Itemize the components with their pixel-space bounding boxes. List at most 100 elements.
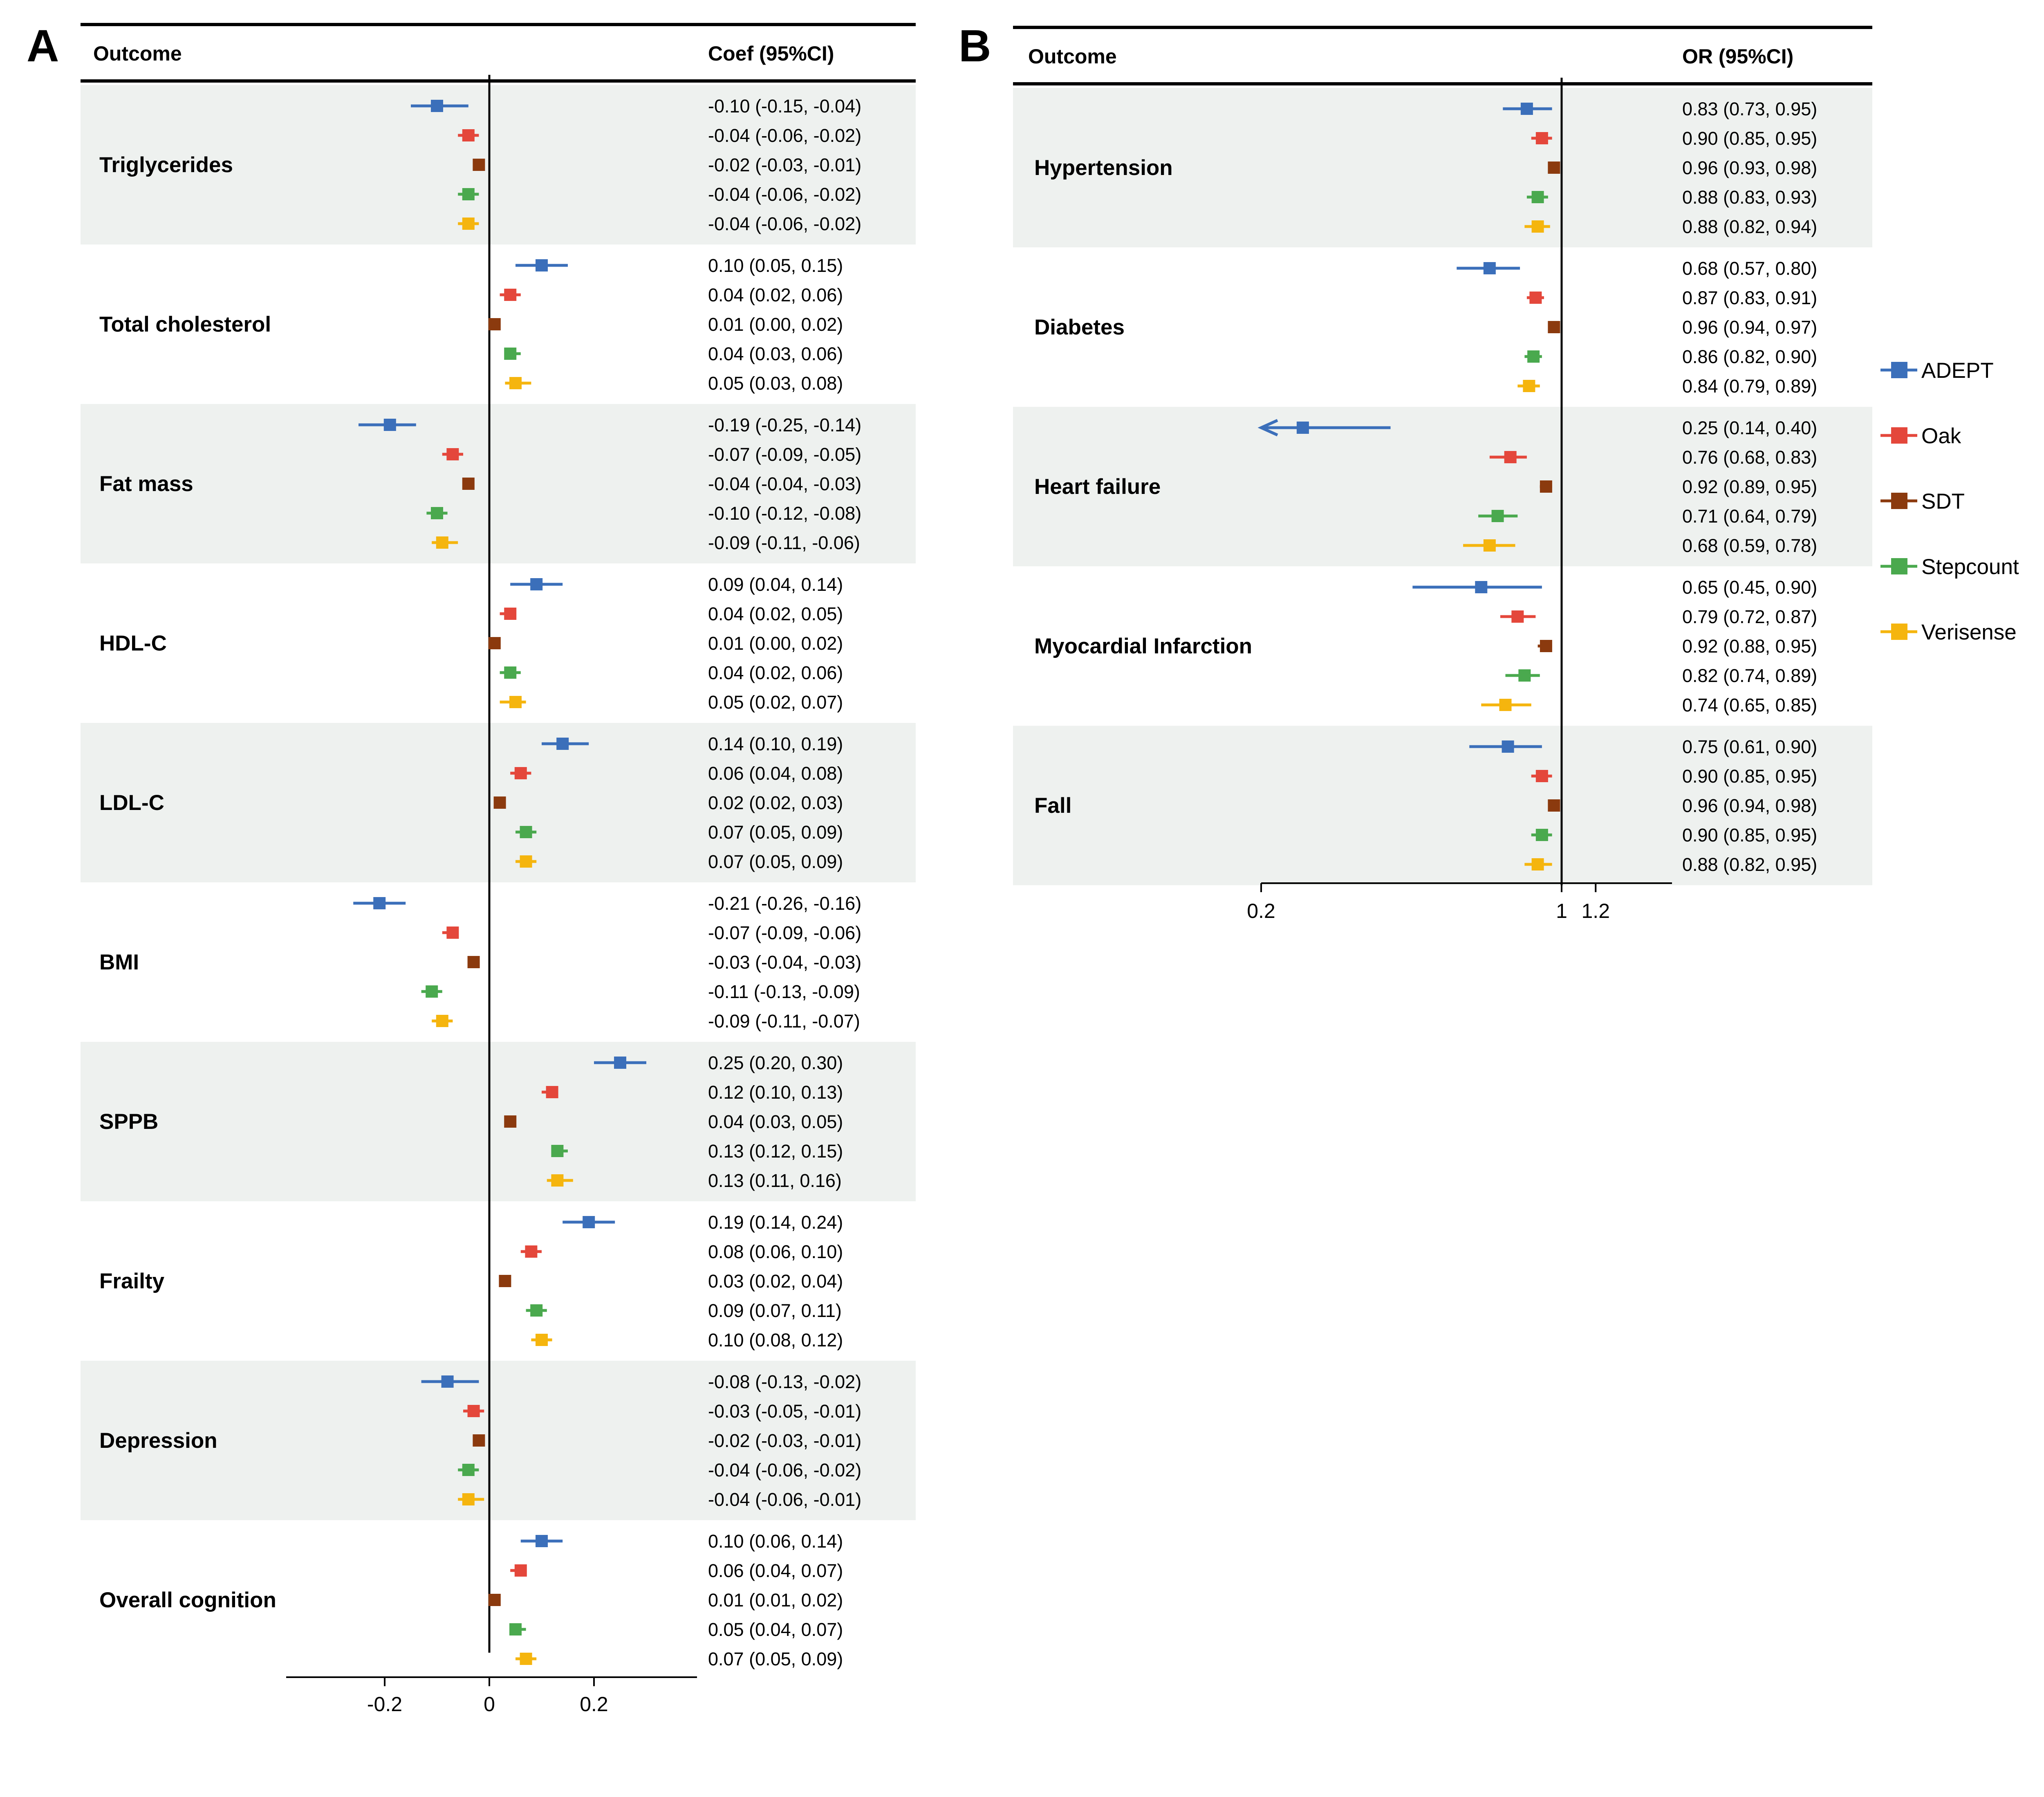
panel-a-point-estimate-sppb-oak (546, 1086, 558, 1098)
panel-a-ci-label-sppb-adept: 0.25 (0.20, 0.30) (708, 1052, 843, 1073)
panel-a-point-estimate-triglycerides-sdt (473, 159, 485, 171)
panel-b-ci-label-heart-failure-stepcount: 0.71 (0.64, 0.79) (1682, 506, 1817, 527)
panel-a-ci-label-depression-verisense: -0.04 (-0.06, -0.01) (708, 1489, 861, 1510)
panel-a-ci-label-bmi-verisense: -0.09 (-0.11, -0.07) (708, 1011, 860, 1032)
panel-b-point-estimate-myocardial-infarction-verisense (1499, 699, 1512, 711)
panel-b-point-estimate-myocardial-infarction-adept (1475, 581, 1488, 593)
panel-a-ci-label-triglycerides-sdt: -0.02 (-0.03, -0.01) (708, 155, 861, 175)
panel-b-ci-label-myocardial-infarction-oak: 0.79 (0.72, 0.87) (1682, 606, 1817, 627)
panel-a-ci-label-overall-cognition-oak: 0.06 (0.04, 0.07) (708, 1560, 843, 1581)
panel-a-point-estimate-frailty-sdt (499, 1275, 511, 1287)
panel-a-point-estimate-triglycerides-oak (462, 129, 475, 141)
panel-a-point-estimate-bmi-oak (446, 927, 459, 939)
panel-a-x-tick-label: 0.2 (580, 1693, 608, 1716)
panel-a-point-estimate-triglycerides-verisense (462, 218, 475, 230)
panel-a-ci-label-fat-mass-verisense: -0.09 (-0.11, -0.06) (708, 532, 860, 553)
legend-label-verisense: Verisense (1921, 620, 2017, 644)
band-layer (81, 85, 1872, 1520)
legend-label-sdt: SDT (1921, 489, 1965, 514)
panel-a-ci-label-sppb-oak: 0.12 (0.10, 0.13) (708, 1082, 843, 1103)
panel-b-outcome-label-myocardial-infarction: Myocardial Infarction (1034, 634, 1252, 658)
panel-b-point-estimate-fall-stepcount (1535, 829, 1548, 841)
panel-a-ci-label-fat-mass-oak: -0.07 (-0.09, -0.05) (708, 444, 861, 465)
panel-b-ci-label-diabetes-sdt: 0.96 (0.94, 0.97) (1682, 317, 1817, 338)
panel-a-point-estimate-ldl-c-sdt (493, 796, 506, 809)
panel-a-ci-label-frailty-adept: 0.19 (0.14, 0.24) (708, 1212, 843, 1233)
panel-b-x-tick-label: 1 (1556, 900, 1567, 922)
panel-b-point-estimate-hypertension-sdt (1548, 162, 1560, 174)
legend-label-oak: Oak (1921, 424, 1961, 448)
legend-item-oak: Oak (1880, 424, 1961, 448)
panel-a-ci-label-triglycerides-oak: -0.04 (-0.06, -0.02) (708, 125, 861, 146)
panel-a-point-estimate-hdl-c-stepcount (504, 666, 517, 679)
panel-a-point-estimate-overall-cognition-stepcount (509, 1623, 522, 1635)
panel-b-ci-label-myocardial-infarction-sdt: 0.92 (0.88, 0.95) (1682, 636, 1817, 657)
panel-a-outcome-label-ldl-c: LDL-C (99, 791, 164, 815)
panel-b-ci-label-diabetes-oak: 0.87 (0.83, 0.91) (1682, 287, 1817, 308)
panel-a-ci-label-triglycerides-adept: -0.10 (-0.15, -0.04) (708, 96, 861, 117)
panel-a-letter: A (27, 21, 59, 71)
panel-a-point-estimate-hdl-c-sdt (488, 637, 501, 649)
panel-a-ci-label-depression-adept: -0.08 (-0.13, -0.02) (708, 1371, 861, 1392)
panel-a-outcome-label-total-cholesterol: Total cholesterol (99, 312, 271, 337)
panel-b-ci-label-heart-failure-oak: 0.76 (0.68, 0.83) (1682, 447, 1817, 468)
panel-a-point-estimate-depression-sdt (473, 1434, 485, 1447)
panel-a-ci-label-hdl-c-stepcount: 0.04 (0.02, 0.06) (708, 662, 843, 683)
panel-a-outcome-label-hdl-c: HDL-C (99, 631, 167, 655)
panel-b-outcome-label-hypertension: Hypertension (1034, 156, 1173, 180)
panel-a-ci-label-bmi-sdt: -0.03 (-0.04, -0.03) (708, 952, 861, 973)
panel-a-ci-label-total-cholesterol-sdt: 0.01 (0.00, 0.02) (708, 314, 843, 335)
panel-a-point-estimate-ldl-c-verisense (520, 855, 532, 868)
marks-layer: ADEPT Oak SDT Stepcount Verisense (353, 100, 2019, 1665)
panel-a-point-estimate-ldl-c-adept (556, 738, 569, 750)
panel-b-ci-truncation-arrow-heart-failure-adept (1257, 419, 1278, 437)
panel-a-ci-label-depression-sdt: -0.02 (-0.03, -0.01) (708, 1430, 861, 1451)
panel-a-point-estimate-triglycerides-stepcount (462, 188, 475, 200)
panel-b-ci-label-myocardial-infarction-adept: 0.65 (0.45, 0.90) (1682, 577, 1817, 598)
panel-a-ci-label-hdl-c-verisense: 0.05 (0.02, 0.07) (708, 692, 843, 713)
panel-b-header-outcome: Outcome (1028, 45, 1117, 68)
panel-a-point-estimate-sppb-sdt (504, 1115, 517, 1128)
panel-a-point-estimate-overall-cognition-oak (514, 1564, 527, 1577)
panel-a-ci-label-frailty-verisense: 0.10 (0.08, 0.12) (708, 1330, 843, 1351)
panel-b-ci-label-diabetes-stepcount: 0.86 (0.82, 0.90) (1682, 346, 1817, 367)
panel-a-ci-label-ldl-c-verisense: 0.07 (0.05, 0.09) (708, 851, 843, 872)
legend-item-adept: ADEPT (1880, 359, 1994, 383)
panel-a-point-estimate-fat-mass-adept (383, 419, 396, 431)
panel-b-point-estimate-myocardial-infarction-sdt (1540, 640, 1552, 652)
panel-a-ci-label-bmi-adept: -0.21 (-0.26, -0.16) (708, 893, 861, 914)
panel-b-header-estimate: OR (95%CI) (1682, 45, 1793, 68)
panel-a-point-estimate-total-cholesterol-oak (504, 289, 517, 301)
panel-b-ci-label-fall-oak: 0.90 (0.85, 0.95) (1682, 766, 1817, 787)
panel-a-point-estimate-overall-cognition-adept (536, 1535, 548, 1547)
panel-a-ci-label-frailty-stepcount: 0.09 (0.07, 0.11) (708, 1300, 842, 1321)
panel-b-point-estimate-diabetes-adept (1483, 262, 1496, 274)
panel-a-ci-label-ldl-c-stepcount: 0.07 (0.05, 0.09) (708, 822, 843, 843)
legend-item-stepcount: Stepcount (1880, 555, 2019, 579)
panel-a-point-estimate-depression-oak (467, 1405, 480, 1417)
panel-a-header-outcome: Outcome (93, 42, 182, 65)
panel-a-point-estimate-bmi-sdt (467, 956, 480, 968)
panel-a-ci-label-fat-mass-adept: -0.19 (-0.25, -0.14) (708, 415, 861, 435)
panel-b-point-estimate-diabetes-verisense (1523, 380, 1535, 392)
panel-a-point-estimate-frailty-adept (583, 1216, 595, 1228)
panel-a-outcome-label-overall-cognition: Overall cognition (99, 1588, 276, 1612)
panel-a-outcome-label-sppb: SPPB (99, 1110, 158, 1134)
panel-a-point-estimate-hdl-c-oak (504, 608, 517, 620)
panel-b-ci-label-fall-adept: 0.75 (0.61, 0.90) (1682, 736, 1817, 757)
panel-a-point-estimate-sppb-verisense (551, 1174, 564, 1187)
panel-a-ci-label-sppb-stepcount: 0.13 (0.12, 0.15) (708, 1141, 843, 1162)
panel-b-ci-label-hypertension-sdt: 0.96 (0.93, 0.98) (1682, 157, 1817, 178)
panel-b-point-estimate-fall-adept (1502, 740, 1514, 753)
panel-b-point-estimate-diabetes-sdt (1548, 321, 1560, 333)
panel-a-ci-label-bmi-stepcount: -0.11 (-0.13, -0.09) (708, 981, 860, 1002)
panel-a-ci-label-fat-mass-stepcount: -0.10 (-0.12, -0.08) (708, 503, 861, 524)
text-layer: A Outcome Coef (95%CI) Triglycerides -0.10 (… (27, 21, 1817, 1716)
legend-label-stepcount: Stepcount (1921, 555, 2019, 579)
panel-a-row-band (81, 1361, 916, 1520)
panel-a-ci-label-sppb-verisense: 0.13 (0.11, 0.16) (708, 1170, 842, 1191)
panel-a-header-estimate: Coef (95%CI) (708, 42, 834, 65)
panel-b-point-estimate-diabetes-oak (1529, 292, 1542, 304)
panel-b-outcome-label-heart-failure: Heart failure (1034, 475, 1161, 499)
